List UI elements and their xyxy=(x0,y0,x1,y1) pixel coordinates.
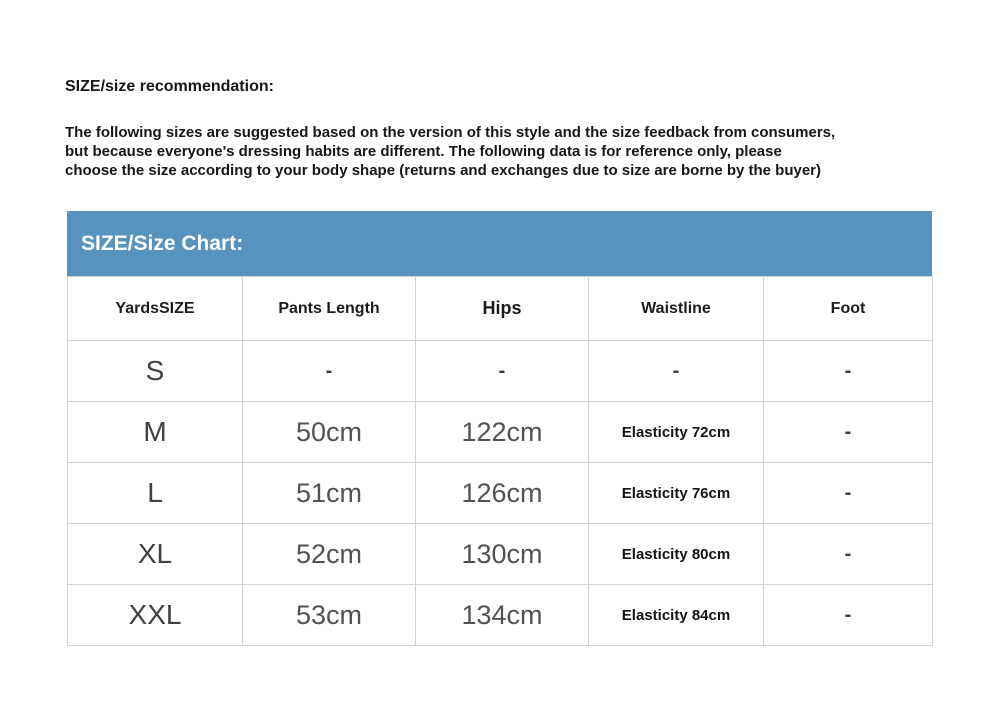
recommendation-heading: SIZE/size recommendation: xyxy=(65,78,274,95)
size-label: S xyxy=(67,340,243,402)
waistline-value: Elasticity 84cm xyxy=(588,584,764,646)
waistline-value: Elasticity 76cm xyxy=(588,462,764,524)
foot-value: - xyxy=(763,401,933,463)
table-row-m: M 50cm 122cm Elasticity 72cm - xyxy=(67,401,933,463)
hips-value: 122cm xyxy=(415,401,589,463)
recommendation-line: but because everyone's dressing habits a… xyxy=(65,143,782,160)
waistline-value: Elasticity 80cm xyxy=(588,523,764,585)
table-row-xxl: XXL 53cm 134cm Elasticity 84cm - xyxy=(67,584,933,646)
table-row-l: L 51cm 126cm Elasticity 76cm - xyxy=(67,462,933,524)
size-label: L xyxy=(67,462,243,524)
size-chart-section: SIZE/Size Chart: YardsSIZE Pants Length … xyxy=(67,211,933,646)
foot-value: - xyxy=(763,584,933,646)
size-label: XL xyxy=(67,523,243,585)
recommendation-line: The following sizes are suggested based … xyxy=(65,124,836,141)
hips-value: 126cm xyxy=(415,462,589,524)
table-row-xl: XL 52cm 130cm Elasticity 80cm - xyxy=(67,523,933,585)
size-chart-title-bar: SIZE/Size Chart: xyxy=(67,211,932,276)
recommendation-text: The following sizes are suggested based … xyxy=(65,123,950,180)
pants-length-value: 50cm xyxy=(242,401,416,463)
waistline-value: Elasticity 72cm xyxy=(588,401,764,463)
foot-value: - xyxy=(763,523,933,585)
pants-length-value: 52cm xyxy=(242,523,416,585)
foot-value: - xyxy=(763,340,933,402)
pants-length-value: 51cm xyxy=(242,462,416,524)
column-header-foot: Foot xyxy=(763,276,933,341)
recommendation-line: choose the size according to your body s… xyxy=(65,162,822,179)
waistline-value: - xyxy=(588,340,764,402)
table-row-s: S - - - - xyxy=(67,340,933,402)
column-header-pants-length: Pants Length xyxy=(242,276,416,341)
column-header-hips: Hips xyxy=(415,276,589,341)
hips-value: 134cm xyxy=(415,584,589,646)
size-chart-title: SIZE/Size Chart: xyxy=(81,231,244,255)
column-header-yards-size: YardsSIZE xyxy=(67,276,243,341)
size-guide-page: SIZE/size recommendation: The following … xyxy=(65,78,950,646)
hips-value: 130cm xyxy=(415,523,589,585)
size-label: M xyxy=(67,401,243,463)
column-header-waistline: Waistline xyxy=(588,276,764,341)
foot-value: - xyxy=(763,462,933,524)
pants-length-value: 53cm xyxy=(242,584,416,646)
table-header-row: YardsSIZE Pants Length Hips Waistline Fo… xyxy=(67,276,933,341)
pants-length-value: - xyxy=(242,340,416,402)
size-table: YardsSIZE Pants Length Hips Waistline Fo… xyxy=(67,276,933,646)
hips-value: - xyxy=(415,340,589,402)
size-label: XXL xyxy=(67,584,243,646)
